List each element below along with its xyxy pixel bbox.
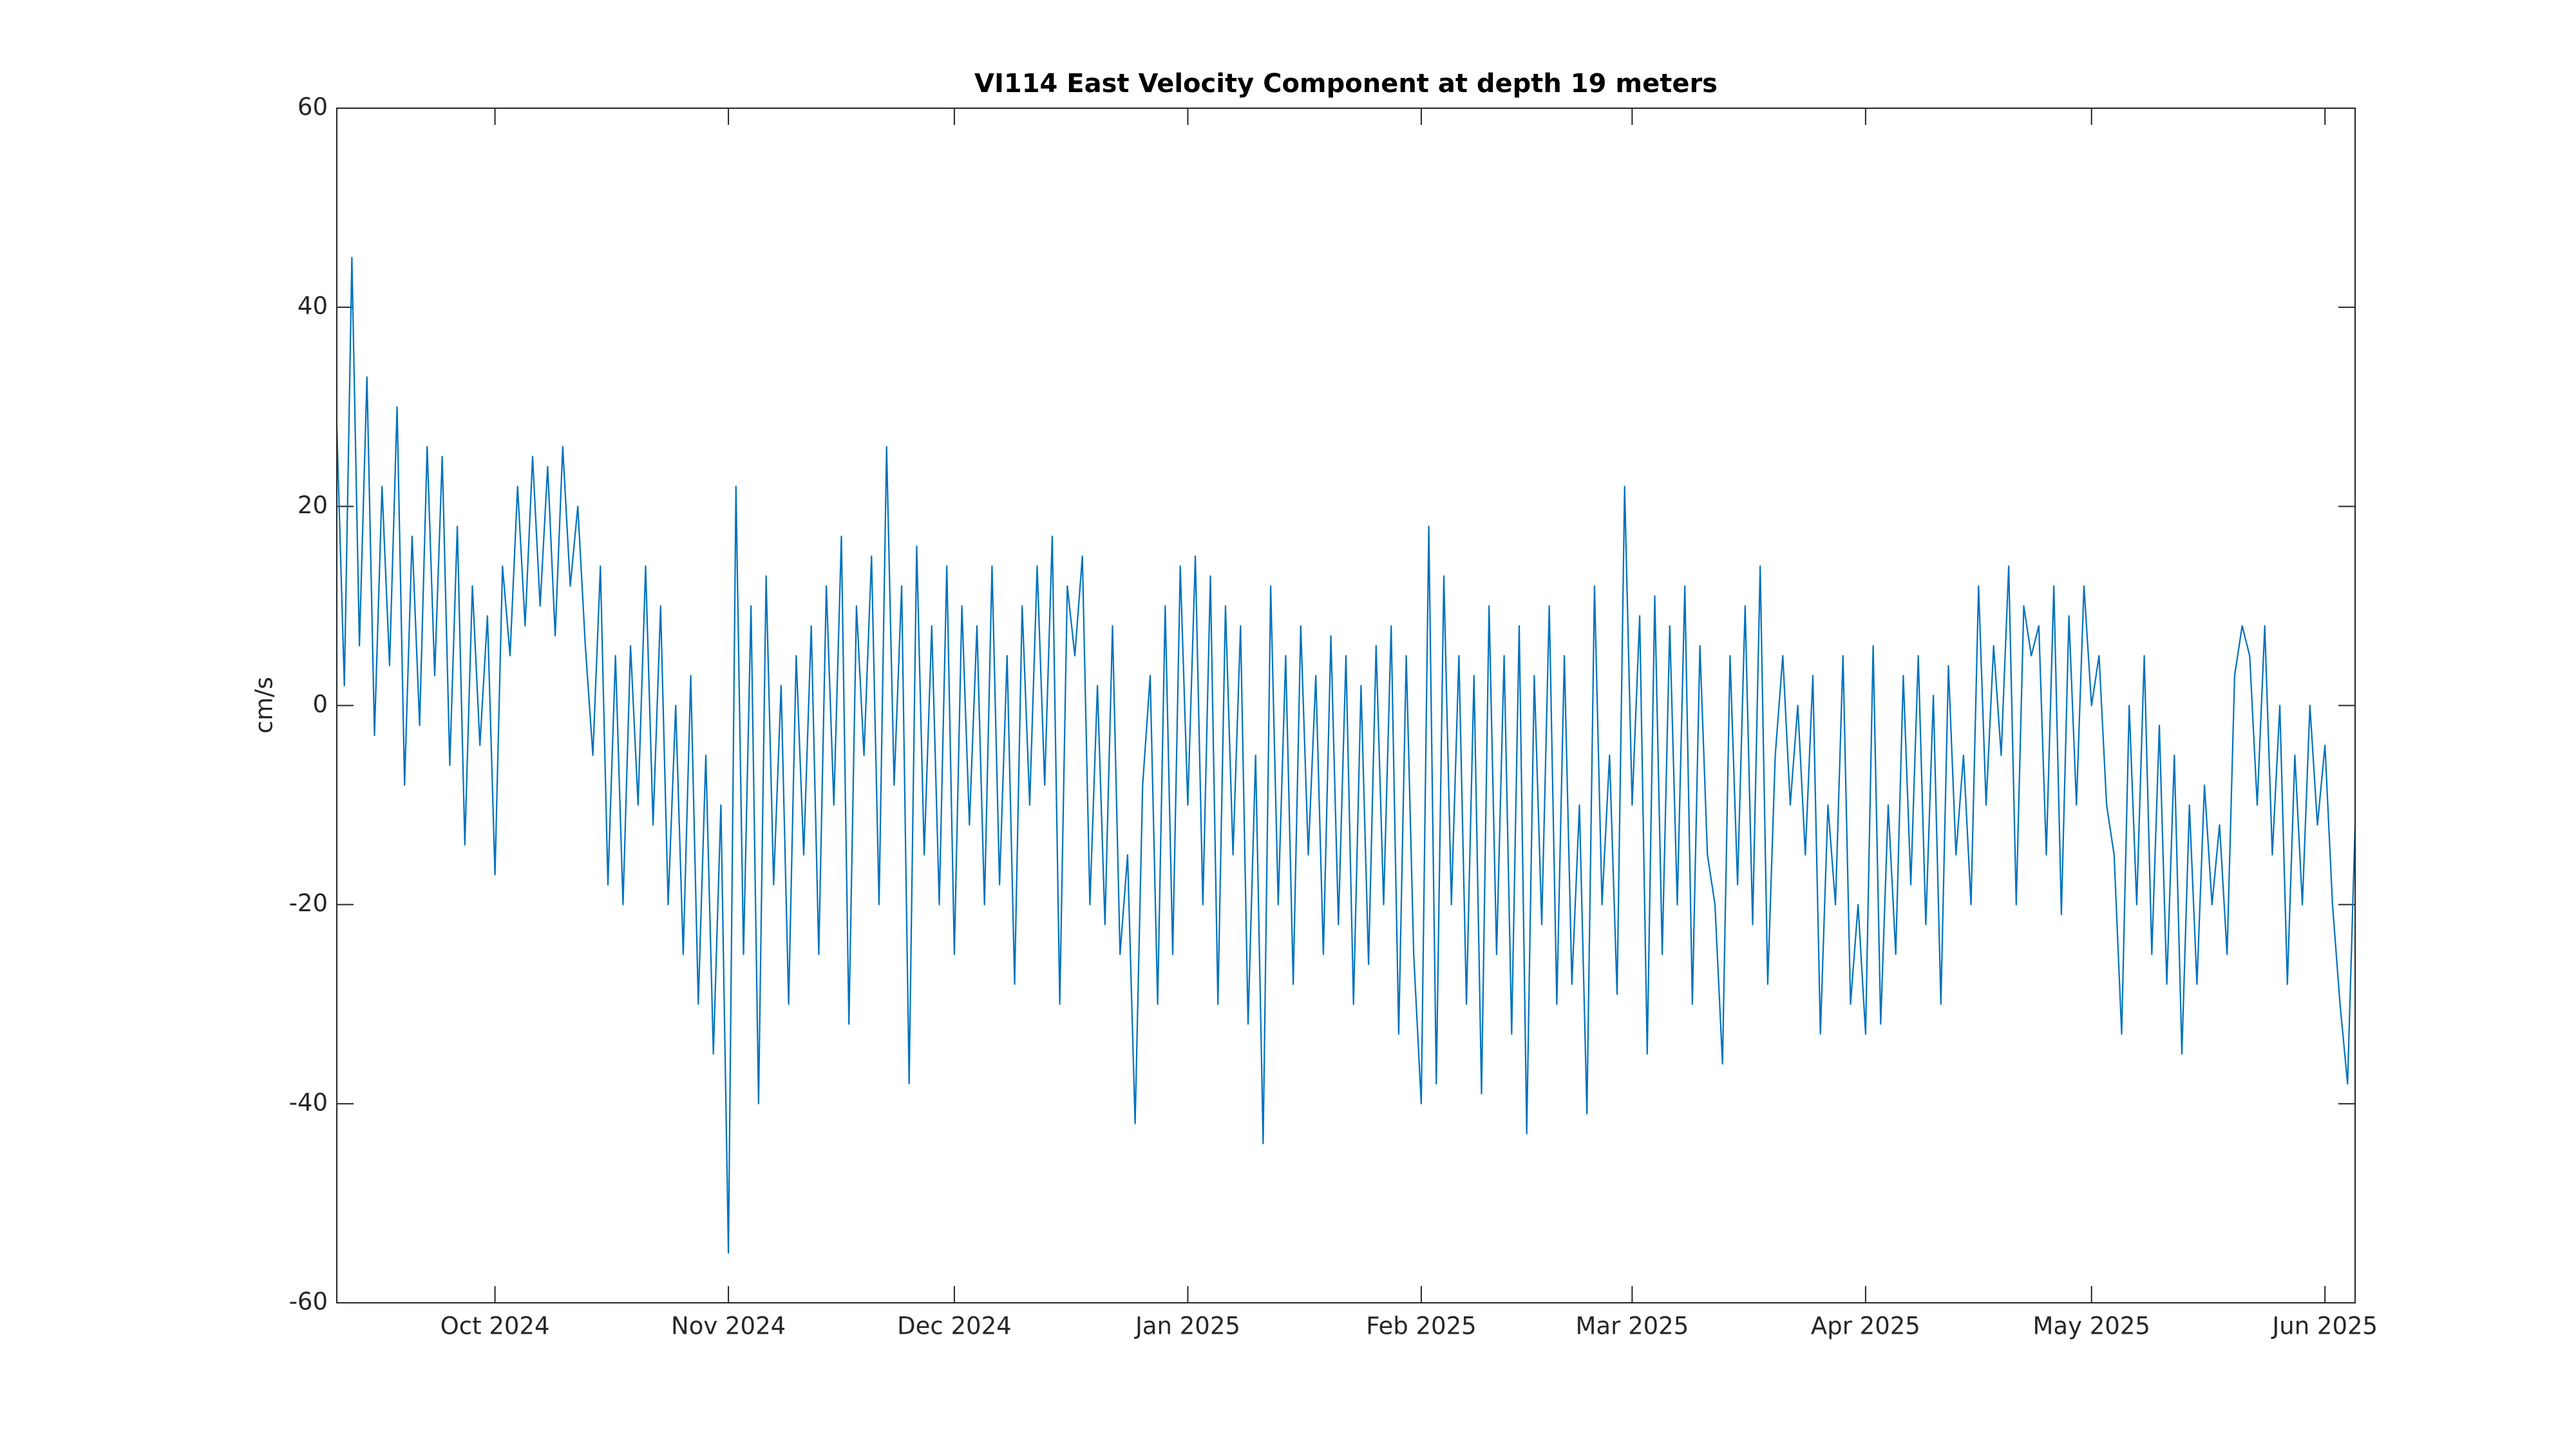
y-tick-label: -60 [289,1288,328,1316]
x-tick-label: Oct 2024 [440,1312,550,1340]
y-tick-label: -40 [289,1088,328,1116]
y-tick-label: 60 [298,93,328,121]
x-tick-label: Nov 2024 [671,1312,786,1340]
y-axis-label: cm/s [251,677,278,734]
y-tick-label: 0 [312,690,328,718]
x-tick-label: Apr 2025 [1811,1312,1920,1340]
x-tick-label: Jun 2025 [2271,1312,2378,1340]
x-tick-label: Dec 2024 [897,1312,1012,1340]
chart-title: VI114 East Velocity Component at depth 1… [974,69,1718,99]
y-tick-label: 20 [298,491,328,519]
x-tick-label: Feb 2025 [1366,1312,1476,1340]
y-tick-label: 40 [298,292,328,320]
axes-box [336,108,2356,1303]
y-tick-label: -20 [289,889,328,917]
data-line [336,256,2356,1254]
x-tick-label: Jan 2025 [1134,1312,1240,1340]
x-tick-label: Mar 2025 [1576,1312,1689,1340]
x-tick-label: May 2025 [2032,1312,2150,1340]
